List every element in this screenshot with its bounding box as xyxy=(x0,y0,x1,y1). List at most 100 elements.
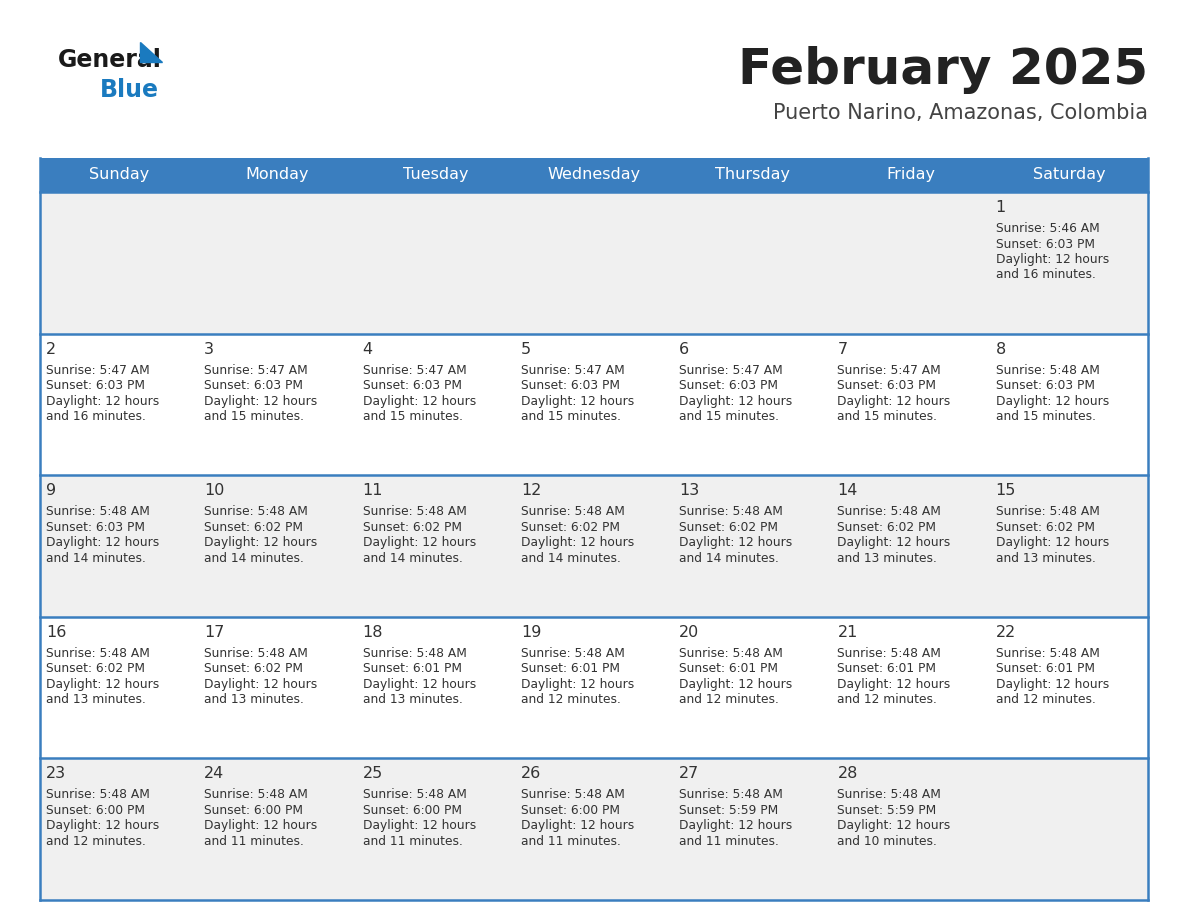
Text: Sunrise: 5:48 AM: Sunrise: 5:48 AM xyxy=(46,647,150,660)
Text: Daylight: 12 hours: Daylight: 12 hours xyxy=(680,395,792,408)
Text: 22: 22 xyxy=(996,625,1016,640)
Text: Sunset: 6:01 PM: Sunset: 6:01 PM xyxy=(680,662,778,676)
Text: and 11 minutes.: and 11 minutes. xyxy=(520,834,621,848)
Text: and 14 minutes.: and 14 minutes. xyxy=(46,552,146,565)
Text: Sunset: 6:03 PM: Sunset: 6:03 PM xyxy=(362,379,462,392)
Text: Daylight: 12 hours: Daylight: 12 hours xyxy=(996,536,1108,549)
Text: Daylight: 12 hours: Daylight: 12 hours xyxy=(46,395,159,408)
Text: Sunset: 6:02 PM: Sunset: 6:02 PM xyxy=(362,521,462,533)
Text: Blue: Blue xyxy=(100,78,159,102)
Text: 1: 1 xyxy=(996,200,1006,215)
Text: Sunrise: 5:47 AM: Sunrise: 5:47 AM xyxy=(520,364,625,376)
Text: Daylight: 12 hours: Daylight: 12 hours xyxy=(838,395,950,408)
Text: 25: 25 xyxy=(362,767,383,781)
Text: Sunrise: 5:48 AM: Sunrise: 5:48 AM xyxy=(362,647,467,660)
Text: and 13 minutes.: and 13 minutes. xyxy=(996,552,1095,565)
Text: and 15 minutes.: and 15 minutes. xyxy=(520,410,621,423)
Text: Daylight: 12 hours: Daylight: 12 hours xyxy=(520,677,634,691)
Text: Daylight: 12 hours: Daylight: 12 hours xyxy=(996,395,1108,408)
Text: Sunrise: 5:46 AM: Sunrise: 5:46 AM xyxy=(996,222,1099,235)
Text: Saturday: Saturday xyxy=(1032,167,1105,183)
Text: 17: 17 xyxy=(204,625,225,640)
Text: and 16 minutes.: and 16 minutes. xyxy=(996,268,1095,282)
Text: Daylight: 12 hours: Daylight: 12 hours xyxy=(520,395,634,408)
Text: and 14 minutes.: and 14 minutes. xyxy=(680,552,779,565)
Text: and 15 minutes.: and 15 minutes. xyxy=(838,410,937,423)
Text: Sunset: 6:03 PM: Sunset: 6:03 PM xyxy=(996,238,1094,251)
Bar xyxy=(40,617,1148,758)
Bar xyxy=(40,476,1148,617)
Text: and 15 minutes.: and 15 minutes. xyxy=(680,410,779,423)
Text: Sunset: 6:02 PM: Sunset: 6:02 PM xyxy=(838,521,936,533)
Text: Sunrise: 5:48 AM: Sunrise: 5:48 AM xyxy=(520,789,625,801)
Text: and 14 minutes.: and 14 minutes. xyxy=(362,552,462,565)
Text: Sunrise: 5:47 AM: Sunrise: 5:47 AM xyxy=(362,364,467,376)
Text: Daylight: 12 hours: Daylight: 12 hours xyxy=(680,536,792,549)
Text: and 13 minutes.: and 13 minutes. xyxy=(838,552,937,565)
Text: 13: 13 xyxy=(680,483,700,498)
Text: and 13 minutes.: and 13 minutes. xyxy=(204,693,304,706)
Text: Tuesday: Tuesday xyxy=(403,167,468,183)
Text: Daylight: 12 hours: Daylight: 12 hours xyxy=(204,536,317,549)
Text: Sunset: 6:03 PM: Sunset: 6:03 PM xyxy=(204,379,303,392)
Text: Daylight: 12 hours: Daylight: 12 hours xyxy=(996,677,1108,691)
Text: 20: 20 xyxy=(680,625,700,640)
Polygon shape xyxy=(140,42,162,62)
Text: Sunset: 6:00 PM: Sunset: 6:00 PM xyxy=(520,804,620,817)
Text: Sunrise: 5:48 AM: Sunrise: 5:48 AM xyxy=(46,505,150,518)
Text: Sunrise: 5:48 AM: Sunrise: 5:48 AM xyxy=(996,505,1100,518)
Text: Daylight: 12 hours: Daylight: 12 hours xyxy=(680,820,792,833)
Text: Sunset: 6:02 PM: Sunset: 6:02 PM xyxy=(996,521,1094,533)
Text: Sunset: 6:01 PM: Sunset: 6:01 PM xyxy=(838,662,936,676)
Text: 18: 18 xyxy=(362,625,383,640)
Text: and 15 minutes.: and 15 minutes. xyxy=(362,410,462,423)
Text: and 11 minutes.: and 11 minutes. xyxy=(680,834,779,848)
Text: Thursday: Thursday xyxy=(715,167,790,183)
Text: 21: 21 xyxy=(838,625,858,640)
Text: 16: 16 xyxy=(46,625,67,640)
Text: and 11 minutes.: and 11 minutes. xyxy=(362,834,462,848)
Bar xyxy=(40,333,1148,476)
Text: 12: 12 xyxy=(520,483,542,498)
Text: 7: 7 xyxy=(838,341,847,356)
Text: Daylight: 12 hours: Daylight: 12 hours xyxy=(362,677,476,691)
Text: Sunrise: 5:48 AM: Sunrise: 5:48 AM xyxy=(204,647,308,660)
Text: Daylight: 12 hours: Daylight: 12 hours xyxy=(46,677,159,691)
Text: 14: 14 xyxy=(838,483,858,498)
Text: Sunset: 6:01 PM: Sunset: 6:01 PM xyxy=(520,662,620,676)
Text: Daylight: 12 hours: Daylight: 12 hours xyxy=(46,820,159,833)
Text: 26: 26 xyxy=(520,767,541,781)
Text: and 16 minutes.: and 16 minutes. xyxy=(46,410,146,423)
Text: Sunset: 6:02 PM: Sunset: 6:02 PM xyxy=(520,521,620,533)
Text: and 12 minutes.: and 12 minutes. xyxy=(996,693,1095,706)
Text: Puerto Narino, Amazonas, Colombia: Puerto Narino, Amazonas, Colombia xyxy=(773,103,1148,123)
Bar xyxy=(40,192,1148,333)
Text: Sunrise: 5:48 AM: Sunrise: 5:48 AM xyxy=(680,789,783,801)
Text: and 14 minutes.: and 14 minutes. xyxy=(520,552,621,565)
Text: Sunrise: 5:48 AM: Sunrise: 5:48 AM xyxy=(520,505,625,518)
Text: Sunset: 6:01 PM: Sunset: 6:01 PM xyxy=(996,662,1094,676)
Text: Sunrise: 5:48 AM: Sunrise: 5:48 AM xyxy=(204,789,308,801)
Text: and 12 minutes.: and 12 minutes. xyxy=(680,693,779,706)
Text: Daylight: 12 hours: Daylight: 12 hours xyxy=(996,253,1108,266)
Text: and 12 minutes.: and 12 minutes. xyxy=(520,693,621,706)
Text: and 13 minutes.: and 13 minutes. xyxy=(46,693,146,706)
Text: and 10 minutes.: and 10 minutes. xyxy=(838,834,937,848)
Text: Sunset: 6:03 PM: Sunset: 6:03 PM xyxy=(996,379,1094,392)
Text: and 12 minutes.: and 12 minutes. xyxy=(838,693,937,706)
Text: General: General xyxy=(58,48,162,72)
Text: Sunrise: 5:47 AM: Sunrise: 5:47 AM xyxy=(46,364,150,376)
Text: Wednesday: Wednesday xyxy=(548,167,640,183)
Text: Sunset: 6:00 PM: Sunset: 6:00 PM xyxy=(46,804,145,817)
Text: Daylight: 12 hours: Daylight: 12 hours xyxy=(362,395,476,408)
Text: Sunrise: 5:48 AM: Sunrise: 5:48 AM xyxy=(838,505,941,518)
Text: Sunset: 6:03 PM: Sunset: 6:03 PM xyxy=(46,379,145,392)
Text: Sunrise: 5:47 AM: Sunrise: 5:47 AM xyxy=(204,364,308,376)
Text: 4: 4 xyxy=(362,341,373,356)
Text: Sunrise: 5:48 AM: Sunrise: 5:48 AM xyxy=(838,789,941,801)
Bar xyxy=(40,758,1148,900)
Text: Sunrise: 5:48 AM: Sunrise: 5:48 AM xyxy=(680,647,783,660)
Text: and 15 minutes.: and 15 minutes. xyxy=(204,410,304,423)
Text: and 11 minutes.: and 11 minutes. xyxy=(204,834,304,848)
Text: Daylight: 12 hours: Daylight: 12 hours xyxy=(362,536,476,549)
